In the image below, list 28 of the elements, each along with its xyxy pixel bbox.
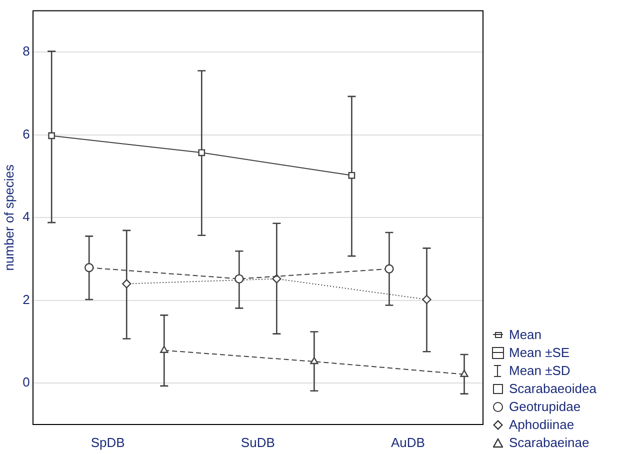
- y-tick-label: 4: [22, 209, 30, 224]
- x-tick-label: SpDB: [90, 434, 125, 450]
- point: [348, 172, 356, 179]
- y-axis-title: number of species: [1, 164, 16, 271]
- x-tick-label: SuDB: [240, 434, 275, 450]
- text: Mean ±SD: [509, 362, 570, 380]
- point: [422, 294, 432, 304]
- y-tick-label: 6: [22, 126, 30, 142]
- point: [460, 370, 468, 377]
- point: [384, 264, 394, 274]
- point: [198, 149, 206, 156]
- point: [272, 274, 282, 284]
- point: [234, 274, 244, 284]
- legend-label: Aphodiinae: [509, 416, 574, 434]
- point: [84, 263, 94, 272]
- y-tick-label: 0: [22, 374, 30, 390]
- text: Mean ±SE: [509, 344, 570, 362]
- x-tick-label: AuDB: [390, 434, 425, 450]
- point: [160, 346, 168, 353]
- y-tick-label: 8: [22, 44, 30, 59]
- y-tick-label: 2: [22, 292, 30, 307]
- legend-label: Scarabaeoidea: [509, 380, 596, 398]
- text: Mean: [509, 326, 542, 344]
- point: [310, 356, 318, 364]
- point: [122, 279, 132, 288]
- legend-label: Scarabaeinae: [509, 434, 590, 452]
- legend-label: Geotrupidae: [509, 398, 581, 416]
- point: [48, 132, 56, 140]
